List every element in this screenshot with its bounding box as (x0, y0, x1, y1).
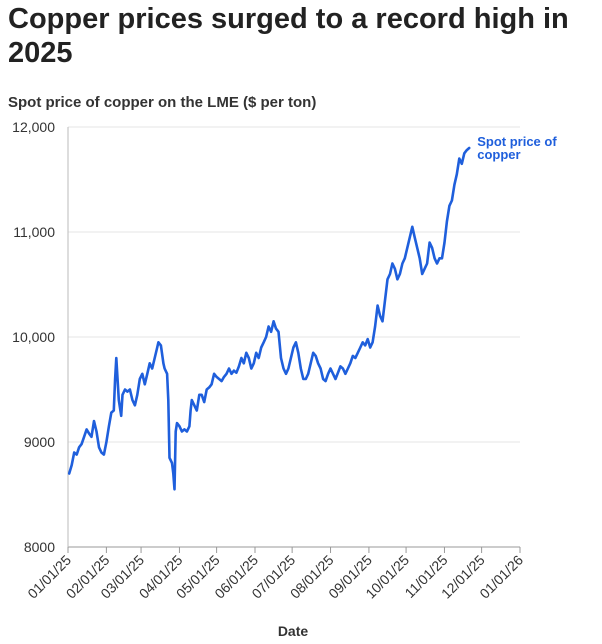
series-line-copper-spot-price (67, 146, 471, 491)
chart-title: Copper prices surged to a record high in… (8, 3, 569, 69)
series-label: Spot price of copper (477, 134, 557, 162)
y-tick-label: 8000 (24, 539, 55, 555)
y-tick-label: 12,000 (12, 119, 55, 135)
y-tick-label: 11,000 (13, 224, 55, 240)
y-tick-label: 9000 (24, 434, 55, 450)
y-tick-label: 10,000 (12, 329, 55, 345)
series-layer: Spot price of copper (67, 134, 557, 491)
chart-subtitle: Spot price of copper on the LME ($ per t… (8, 94, 317, 111)
axes: 8000900010,00011,00012,00001/01/2502/01/… (12, 119, 526, 602)
x-axis-label: Date (278, 623, 309, 639)
gridlines (68, 126, 520, 548)
